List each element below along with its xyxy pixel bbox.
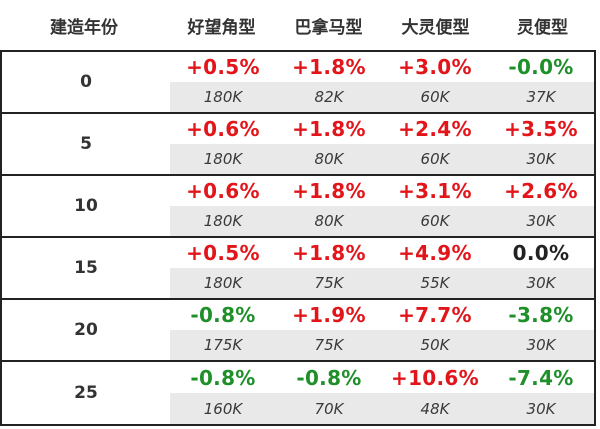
deadweight-value: 75K (314, 274, 344, 292)
deadweight-value: 82K (314, 88, 344, 106)
panamax-cell: +1.8% 75K (276, 238, 382, 298)
deadweight-value: 30K (526, 399, 556, 418)
year-cell: 10 (2, 176, 170, 236)
value-columns: -0.8% 160K -0.8% 70K +10.6% 48K -7.4% 30K (170, 362, 594, 424)
capesize-cell: +0.6% 180K (170, 114, 276, 174)
handysize-cell: -0.0% 37K (488, 52, 594, 112)
supramax-cell: +7.7% 50K (382, 300, 488, 360)
capesize-cell: -0.8% 175K (170, 300, 276, 360)
panamax-cell: +1.9% 75K (276, 300, 382, 360)
deadweight-value: 70K (314, 399, 344, 418)
deadweight-value: 50K (420, 336, 450, 354)
deadweight-value: 30K (526, 150, 556, 168)
supramax-cell: +3.1% 60K (382, 176, 488, 236)
table-row: 25 -0.8% 160K -0.8% 70K +10.6% 48K -7.4% 30K (2, 362, 594, 426)
deadweight-value: 48K (420, 399, 450, 418)
deadweight-value: 160K (203, 399, 243, 418)
capesize-cell: +0.6% 180K (170, 176, 276, 236)
handysize-cell: +3.5% 30K (488, 114, 594, 174)
capesize-cell: +0.5% 180K (170, 52, 276, 112)
handysize-cell: 0.0% 30K (488, 238, 594, 298)
percent-change: +2.6% (488, 176, 594, 206)
percent-change: +0.5% (170, 52, 276, 82)
capesize-cell: +0.5% 180K (170, 238, 276, 298)
value-columns: +0.6% 180K +1.8% 80K +3.1% 60K +2.6% 30K (170, 176, 594, 236)
deadweight-value: 37K (526, 88, 556, 106)
percent-change: +4.9% (382, 238, 488, 268)
percent-change: +2.4% (382, 114, 488, 144)
deadweight-value: 180K (203, 274, 243, 292)
handysize-cell: -7.4% 30K (488, 362, 594, 424)
deadweight-value: 80K (314, 212, 344, 230)
table-row: 5 +0.6% 180K +1.8% 80K +2.4% 60K +3.5% 30K (2, 114, 594, 176)
table-body: 0 +0.5% 180K +1.8% 82K +3.0% 60K -0.0% 37K 5 +0.6%… (0, 50, 596, 426)
value-columns: +0.6% 180K +1.8% 80K +2.4% 60K +3.5% 30K (170, 114, 594, 174)
percent-change: +7.7% (382, 300, 488, 330)
panamax-cell: +1.8% 82K (276, 52, 382, 112)
deadweight-value: 175K (203, 336, 243, 354)
capesize-cell: -0.8% 160K (170, 362, 276, 424)
percent-change: -7.4% (488, 362, 594, 393)
percent-change: +0.6% (170, 114, 276, 144)
header-supramax: 大灵便型 (401, 17, 470, 38)
handysize-cell: -3.8% 30K (488, 300, 594, 360)
table-row: 15 +0.5% 180K +1.8% 75K +4.9% 55K 0.0% 30K (2, 238, 594, 300)
panamax-cell: +1.8% 80K (276, 114, 382, 174)
deadweight-value: 60K (420, 150, 450, 168)
year-cell: 0 (2, 52, 170, 112)
supramax-cell: +10.6% 48K (382, 362, 488, 424)
deadweight-value: 180K (203, 212, 243, 230)
percent-change: +1.8% (276, 176, 382, 206)
deadweight-value: 30K (526, 212, 556, 230)
percent-change: +10.6% (382, 362, 488, 393)
header-capesize: 好望角型 (187, 17, 256, 38)
value-columns: +0.5% 180K +1.8% 75K +4.9% 55K 0.0% 30K (170, 238, 594, 298)
percent-change: +3.0% (382, 52, 488, 82)
percent-change: +3.5% (488, 114, 594, 144)
deadweight-value: 60K (420, 212, 450, 230)
panamax-cell: -0.8% 70K (276, 362, 382, 424)
table-header: 建造年份 好望角型 巴拿马型 大灵便型 灵便型 (0, 0, 600, 50)
header-handysize: 灵便型 (517, 17, 568, 38)
table-row: 20 -0.8% 175K +1.9% 75K +7.7% 50K -3.8% 30K (2, 300, 594, 362)
percent-change: +1.9% (276, 300, 382, 330)
supramax-cell: +2.4% 60K (382, 114, 488, 174)
deadweight-value: 60K (420, 88, 450, 106)
percent-change: +0.6% (170, 176, 276, 206)
header-panamax: 巴拿马型 (294, 17, 363, 38)
percent-change: +1.8% (276, 52, 382, 82)
percent-change: -0.8% (276, 362, 382, 393)
header-year: 建造年份 (50, 17, 118, 38)
year-cell: 20 (2, 300, 170, 360)
percent-change: -0.0% (488, 52, 594, 82)
deadweight-value: 30K (526, 336, 556, 354)
supramax-cell: +4.9% 55K (382, 238, 488, 298)
value-columns: -0.8% 175K +1.9% 75K +7.7% 50K -3.8% 30K (170, 300, 594, 360)
deadweight-value: 75K (314, 336, 344, 354)
deadweight-value: 55K (420, 274, 450, 292)
percent-change: -3.8% (488, 300, 594, 330)
percent-change: +3.1% (382, 176, 488, 206)
panamax-cell: +1.8% 80K (276, 176, 382, 236)
table-row: 0 +0.5% 180K +1.8% 82K +3.0% 60K -0.0% 37K (2, 52, 594, 114)
percent-change: +0.5% (170, 238, 276, 268)
supramax-cell: +3.0% 60K (382, 52, 488, 112)
deadweight-value: 80K (314, 150, 344, 168)
percent-change: +1.8% (276, 114, 382, 144)
year-cell: 5 (2, 114, 170, 174)
deadweight-value: 30K (526, 274, 556, 292)
value-columns: +0.5% 180K +1.8% 82K +3.0% 60K -0.0% 37K (170, 52, 594, 112)
percent-change: 0.0% (488, 238, 594, 268)
handysize-cell: +2.6% 30K (488, 176, 594, 236)
table-row: 10 +0.6% 180K +1.8% 80K +3.1% 60K +2.6% 30K (2, 176, 594, 238)
deadweight-value: 180K (203, 88, 243, 106)
year-cell: 25 (2, 362, 170, 424)
percent-change: +1.8% (276, 238, 382, 268)
deadweight-value: 180K (203, 150, 243, 168)
percent-change: -0.8% (170, 362, 276, 393)
year-cell: 15 (2, 238, 170, 298)
percent-change: -0.8% (170, 300, 276, 330)
